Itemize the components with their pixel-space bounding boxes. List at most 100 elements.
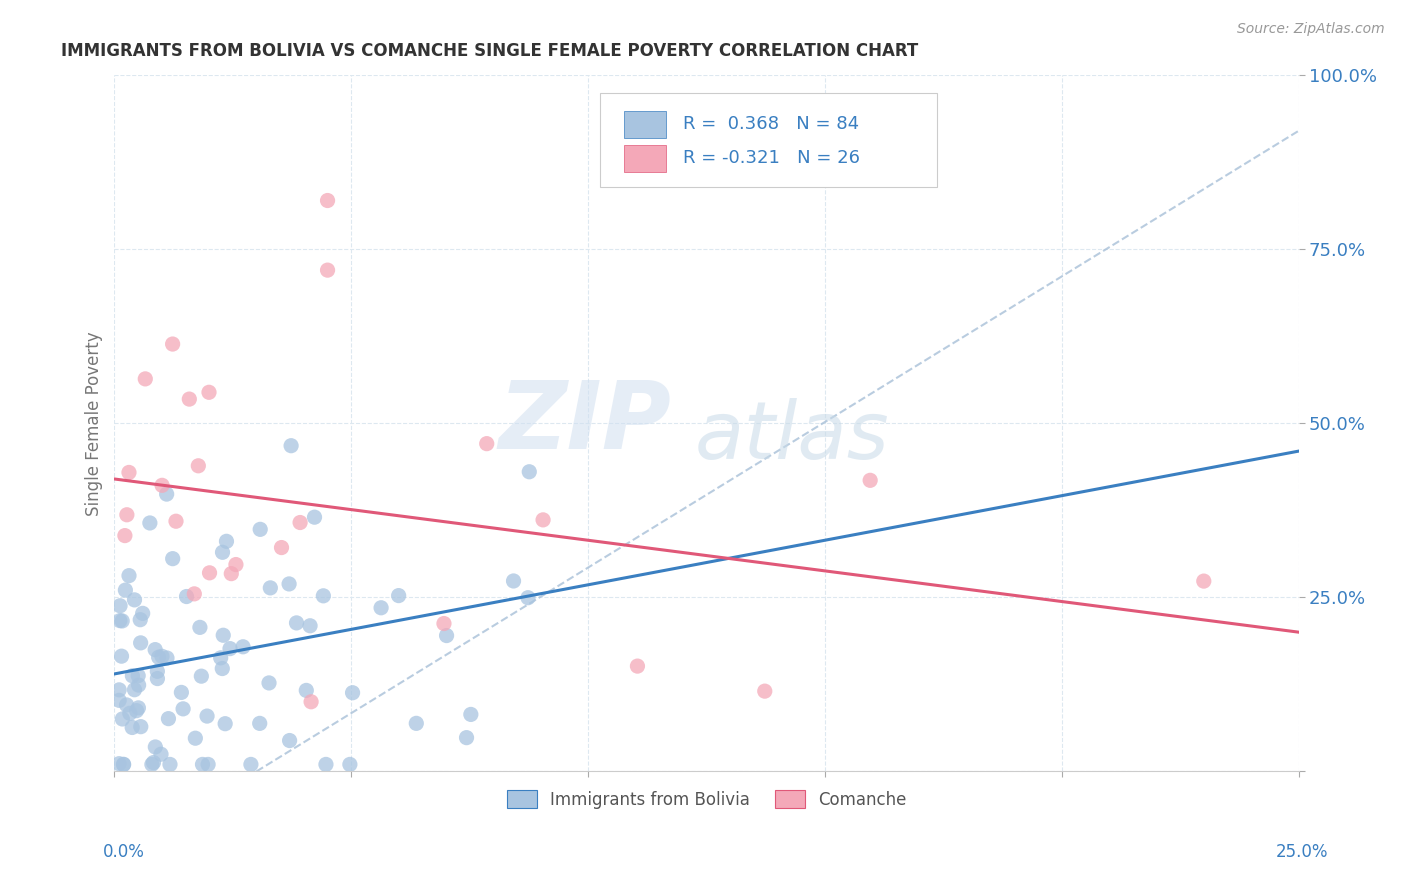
Point [299,619,322,633]
Point [278,733,301,747]
Point [754,684,776,698]
Point [156,487,179,501]
Point [219,641,242,656]
Point [214,716,236,731]
Point [259,581,281,595]
Point [170,685,193,699]
Point [211,545,233,559]
Point [517,465,540,479]
Point [626,659,648,673]
Point [209,651,232,665]
Point [143,739,166,754]
Point [129,613,152,627]
Point [124,682,146,697]
Point [211,661,233,675]
Point [304,510,326,524]
Point [388,589,411,603]
Point [115,508,138,522]
Point [125,704,148,718]
Point [162,337,184,351]
Text: R =  0.368   N = 84: R = 0.368 N = 84 [683,115,859,133]
Point [141,757,163,772]
Point [114,583,136,598]
Point [195,709,218,723]
Point [121,669,143,683]
Point [187,458,209,473]
Point [249,716,271,731]
Point [108,599,131,613]
Text: atlas: atlas [695,398,890,476]
Point [249,522,271,536]
Point [405,716,427,731]
Point [179,392,201,406]
Point [129,636,152,650]
Point [108,614,131,628]
Point [198,385,221,400]
Point [176,590,198,604]
Point [127,701,149,715]
Text: R = -0.321   N = 26: R = -0.321 N = 26 [683,149,860,168]
Point [108,682,131,697]
Point [370,600,392,615]
Point [150,747,173,762]
Y-axis label: Single Female Poverty: Single Female Poverty [86,331,103,516]
Point [118,466,141,480]
Legend: Immigrants from Bolivia, Comanche: Immigrants from Bolivia, Comanche [501,783,912,815]
Point [517,591,540,605]
Point [111,614,134,628]
Point [215,534,238,549]
Point [114,528,136,542]
Point [191,757,214,772]
Point [342,686,364,700]
Point [197,757,219,772]
Point [134,372,156,386]
Point [315,757,337,772]
Point [148,650,170,665]
Point [150,478,173,492]
Point [172,702,194,716]
Point [142,756,165,770]
Point [111,712,134,726]
Point [184,731,207,746]
Point [225,558,247,572]
Point [156,651,179,665]
Point [295,683,318,698]
Point [278,577,301,591]
Point [112,757,135,772]
FancyBboxPatch shape [624,111,666,138]
Point [139,516,162,530]
Point [285,615,308,630]
Point [143,642,166,657]
Point [112,757,135,772]
Point [127,668,149,682]
Point [212,628,235,642]
FancyBboxPatch shape [624,145,666,172]
Point [316,194,339,208]
Point [115,698,138,712]
Point [616,172,638,186]
Point [257,676,280,690]
Point [288,516,311,530]
Point [475,436,498,450]
Point [436,629,458,643]
Point [124,593,146,607]
Point [221,566,243,581]
Point [188,620,211,634]
Point [280,439,302,453]
Point [460,707,482,722]
Point [232,640,254,654]
Text: ZIP: ZIP [498,377,671,469]
Point [270,541,292,555]
Point [162,551,184,566]
Point [531,513,554,527]
Point [146,672,169,686]
Point [312,589,335,603]
Text: IMMIGRANTS FROM BOLIVIA VS COMANCHE SINGLE FEMALE POVERTY CORRELATION CHART: IMMIGRANTS FROM BOLIVIA VS COMANCHE SING… [60,42,918,60]
Point [456,731,478,745]
Point [198,566,221,580]
Point [159,757,181,772]
Text: Source: ZipAtlas.com: Source: ZipAtlas.com [1237,22,1385,37]
Point [121,721,143,735]
Point [110,649,132,664]
Point [316,263,339,277]
